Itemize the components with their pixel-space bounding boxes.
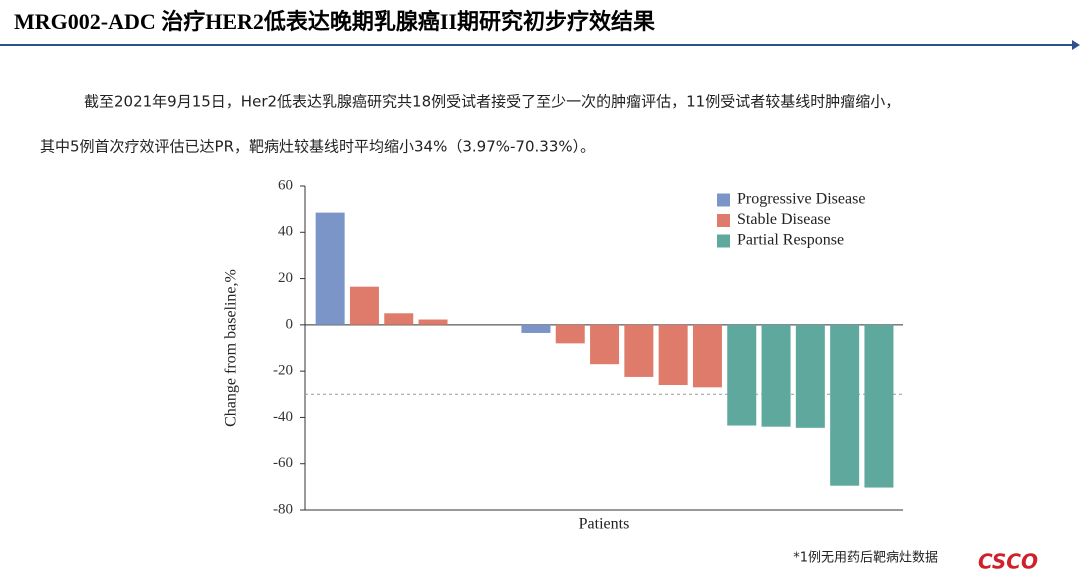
rule-arrow (1072, 40, 1080, 50)
bar (418, 319, 448, 325)
y-tick-label: 20 (278, 270, 293, 286)
bar (590, 324, 620, 365)
bar (692, 324, 722, 388)
legend-label: Partial Response (737, 232, 844, 249)
y-tick-label: -80 (273, 501, 293, 517)
y-tick-label: 60 (278, 177, 293, 193)
logo: CSCO (978, 550, 1038, 574)
bar (384, 313, 414, 325)
bar (349, 286, 379, 325)
bar (830, 324, 860, 486)
footnote: *1例无用药后靶病灶数据 (793, 551, 938, 566)
legend-swatch (717, 193, 730, 207)
bar (624, 324, 654, 377)
y-tick-label: -40 (273, 409, 293, 425)
paragraph-line: 截至2021年9月15日，Her2低表达乳腺癌研究共18例受试者接受了至少一次的… (84, 93, 900, 111)
legend-swatch (717, 214, 730, 227)
slide-title: MRG002-ADC 治疗HER2低表达晚期乳腺癌II期研究初步疗效结果 (14, 9, 655, 34)
bar (315, 212, 345, 325)
bar (521, 324, 551, 333)
legend-swatch (717, 234, 730, 248)
x-axis-label: Patients (579, 516, 630, 533)
chart: -80 -60 -40 -20 0 20 40 60 Change from baseline,… (223, 177, 903, 533)
paragraph-line: 其中5例首次疗效评估已达PR，靶病灶较基线时平均缩小34%（3.97%-70.3… (40, 138, 595, 156)
y-axis-label: Change from baseline,% (223, 269, 240, 427)
bar (795, 324, 825, 428)
bar (658, 324, 688, 386)
bar (555, 324, 585, 344)
bar (761, 324, 791, 427)
bar (864, 324, 894, 488)
y-tick-label: -60 (273, 455, 293, 471)
y-tick-label: 0 (286, 316, 294, 332)
bar (727, 324, 757, 426)
y-tick-label: -20 (273, 363, 293, 379)
legend-label: Stable Disease (737, 211, 831, 228)
y-tick-label: 40 (278, 224, 293, 240)
legend-label: Progressive Disease (737, 191, 865, 208)
